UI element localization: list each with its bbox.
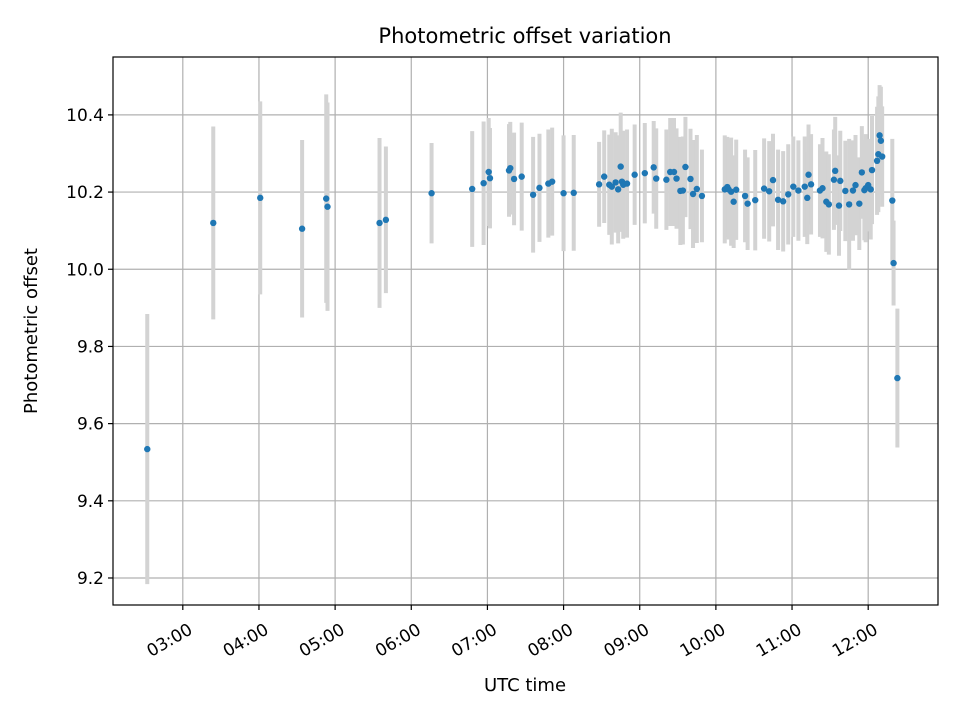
data-point [752,196,759,204]
data-point [612,179,619,186]
data-point [878,153,886,160]
data-point [617,163,624,170]
y-tick-label: 10.2 [66,183,104,203]
data-point [819,185,826,192]
y-axis-title: Photometric offset [21,248,42,414]
data-point [507,164,514,172]
y-tick-label: 9.2 [77,569,104,589]
data-point [744,200,751,207]
data-point [682,163,689,171]
data-point [765,188,773,195]
data-point [774,196,782,203]
data-point [324,203,331,210]
data-point [653,175,660,182]
data-point [693,185,701,193]
y-tick-label: 9.8 [77,337,104,357]
data-point [785,191,792,198]
data-point [641,169,649,177]
data-point [805,171,812,178]
data-point [529,191,537,198]
data-point [670,168,678,176]
data-point [631,171,638,178]
data-point [852,181,859,189]
data-point [650,164,657,171]
data-point [663,176,670,183]
data-point [830,176,838,183]
data-points [144,132,901,453]
data-point [877,137,885,144]
data-point [837,177,844,185]
data-point [698,192,706,200]
data-point [144,445,151,453]
data-point [867,186,874,193]
data-point [779,198,787,205]
data-point [807,181,815,188]
data-point [732,186,740,193]
data-point [600,173,608,180]
data-point [298,225,306,232]
data-point [790,183,797,190]
data-point [623,180,631,187]
y-axis: 9.2 9.4 9.6 9.8 10.0 10.2 10.4 [66,106,113,589]
data-point [894,374,901,382]
plot-area [113,57,938,605]
data-point [376,219,383,227]
data-point [428,190,435,197]
y-tick-label: 9.6 [77,415,104,435]
data-point [741,192,749,200]
data-point [804,194,811,202]
data-point [480,179,487,187]
data-point [570,189,577,197]
data-point [257,194,264,202]
x-axis-title: UTC time [484,675,566,696]
data-point [518,173,525,180]
data-point [845,201,853,208]
data-point [825,201,833,208]
chart-title: Photometric offset variation [378,24,671,48]
data-point [795,187,802,194]
data-point [842,187,849,195]
data-point [323,195,330,202]
data-point [614,186,622,193]
data-point [876,132,883,139]
data-point [510,175,518,183]
data-point [679,187,687,194]
data-point [801,183,808,190]
data-point [769,176,777,184]
y-tick-label: 9.4 [77,492,104,512]
data-point [548,178,556,185]
data-point [873,157,881,165]
y-tick-label: 10.4 [66,106,104,126]
data-point [485,168,492,176]
data-point [608,183,616,190]
data-point [486,174,494,182]
y-tick-label: 10.0 [66,260,104,280]
data-point [760,185,768,192]
data-point [727,188,735,195]
plot-frame [112,56,939,606]
data-point [831,167,839,175]
data-point [889,197,896,204]
data-point [849,187,857,194]
data-point [835,202,843,209]
data-point [858,169,866,176]
data-point [468,185,476,193]
data-point [890,259,897,267]
data-point [673,175,680,182]
data-point [536,184,543,192]
data-point [856,200,863,207]
data-point [595,181,603,188]
data-point [730,198,737,205]
data-point [382,216,390,224]
data-point [210,219,217,227]
data-point [868,166,876,174]
data-point [689,190,697,198]
data-point [687,175,694,183]
data-point [560,190,567,197]
